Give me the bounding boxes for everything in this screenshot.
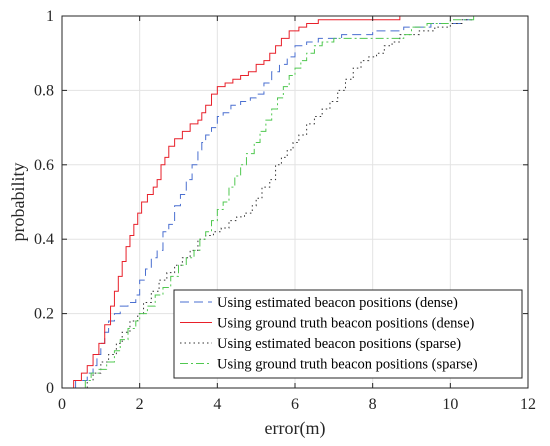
x-tick-label: 10: [442, 396, 458, 413]
series-line-4: [84, 15, 490, 388]
legend-box: [173, 289, 523, 379]
series-line-2: [73, 15, 490, 388]
x-tick-label: 8: [369, 396, 377, 413]
series-layer: [73, 15, 490, 388]
x-axis-label: error(m): [265, 418, 326, 439]
x-tick-label: 4: [213, 396, 221, 413]
y-tick-label: 0.8: [34, 82, 54, 99]
y-tick-label: 0.2: [34, 306, 54, 323]
x-tick-label: 2: [136, 396, 144, 413]
x-tick-label: 0: [58, 396, 66, 413]
legend-label-2: Using ground truth beacon positions (den…: [217, 316, 475, 332]
x-tick-label: 12: [520, 396, 536, 413]
series-line-1: [75, 15, 490, 388]
legend-label-3: Using estimated beacon positions (sparse…: [217, 336, 461, 352]
legend-label-1: Using estimated beacon positions (dense): [217, 295, 458, 311]
y-tick-label: 1: [46, 8, 54, 25]
y-tick-label: 0.6: [34, 157, 54, 174]
x-tick-label: 6: [291, 396, 299, 413]
legend-label-4: Using ground truth beacon positions (spa…: [217, 357, 478, 373]
y-tick-label: 0: [46, 380, 54, 397]
y-tick-label: 0.4: [34, 231, 54, 248]
legend: Using estimated beacon positions (dense)…: [173, 289, 523, 379]
ticks: 0 2 4 6 8 10 12 0 0.2 0.4 0.6 0.8 1: [34, 8, 536, 413]
y-axis-label: probability: [8, 163, 28, 242]
